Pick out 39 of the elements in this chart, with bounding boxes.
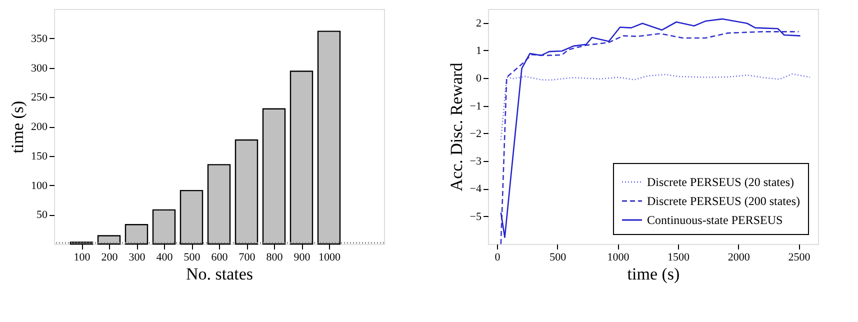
y-tick-label: 250: [31, 92, 48, 104]
y-axis-title: Acc. Disc. Reward: [446, 62, 466, 192]
x-tick-label: 800: [266, 252, 284, 264]
x-tick-label: 2500: [788, 252, 811, 264]
y-tick-label: 350: [31, 32, 48, 45]
x-tick-label: 300: [128, 252, 146, 264]
y-tick-label: 300: [31, 62, 48, 74]
legend-label: Continuous-state PERSEUS: [647, 213, 783, 227]
x-axis-title: time (s): [627, 264, 680, 284]
y-tick-label: 50: [36, 209, 48, 222]
y-tick-label: 0: [476, 72, 482, 85]
y-tick-label: 200: [31, 121, 48, 133]
y-axis-title: time (s): [8, 100, 27, 154]
y-tick-label: −5: [470, 210, 482, 223]
y-tick-label: 150: [31, 150, 48, 162]
x-tick-label: 100: [74, 252, 91, 264]
x-tick-label: 0: [494, 252, 501, 264]
legend-label: Discrete PERSEUS (200 states): [647, 194, 800, 208]
x-tick-label: 2000: [728, 252, 750, 264]
x-tick-label: 400: [156, 252, 174, 264]
x-tick-label: 500: [550, 252, 567, 264]
y-tick-label: 100: [31, 180, 48, 192]
line-series: [500, 73, 811, 140]
y-tick-label: 1: [476, 44, 482, 57]
x-tick-label: 1500: [668, 252, 690, 264]
y-tick-label: −1: [470, 100, 482, 112]
x-tick-label: 200: [101, 252, 118, 264]
x-tick-label: 700: [238, 252, 256, 264]
x-tick-label: 1000: [318, 252, 341, 264]
y-tick-label: −4: [470, 183, 482, 196]
y-tick-label: 2: [476, 17, 482, 30]
x-tick-label: 500: [184, 252, 201, 264]
legend-label: Discrete PERSEUS (20 states): [647, 175, 794, 189]
y-tick-label: −3: [470, 156, 482, 168]
y-tick-label: −2: [470, 128, 482, 140]
x-axis-title: No. states: [186, 264, 254, 284]
x-tick-label: 600: [211, 252, 228, 264]
x-tick-label: 1000: [607, 252, 630, 264]
x-tick-label: 900: [294, 252, 311, 264]
